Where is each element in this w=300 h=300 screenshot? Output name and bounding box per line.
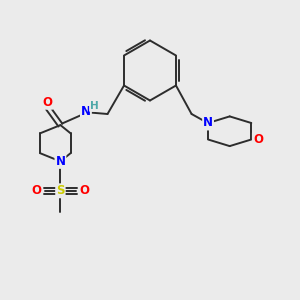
Text: H: H <box>90 101 99 111</box>
Text: O: O <box>80 184 89 197</box>
Text: N: N <box>203 116 213 130</box>
Text: O: O <box>32 184 41 197</box>
Text: O: O <box>253 133 263 146</box>
Text: N: N <box>81 105 91 119</box>
Text: S: S <box>56 184 65 197</box>
Text: N: N <box>56 155 65 168</box>
Text: O: O <box>42 96 52 109</box>
